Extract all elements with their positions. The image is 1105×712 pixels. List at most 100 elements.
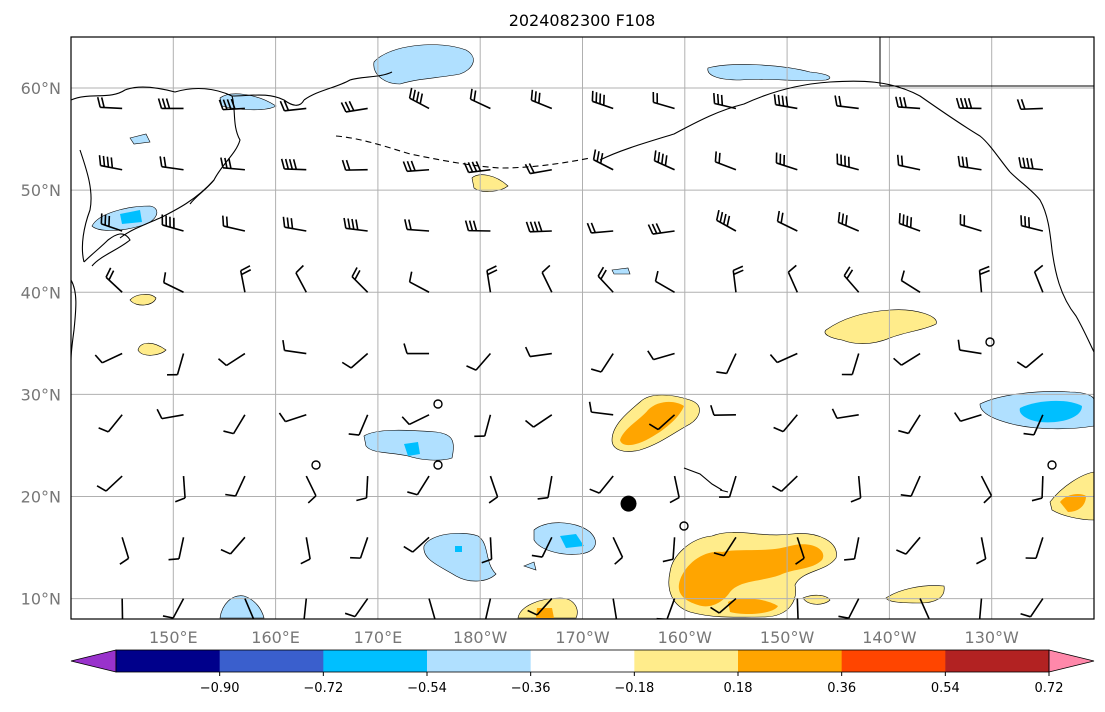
wind-barb-shaft bbox=[305, 537, 311, 560]
wind-barb-flag bbox=[716, 93, 720, 105]
wind-barb-flag bbox=[525, 221, 531, 233]
colorbar-label-8: 0.72 bbox=[1035, 681, 1064, 696]
wind-barb-shaft bbox=[853, 537, 860, 560]
wind-barb-shaft bbox=[358, 414, 369, 436]
wind-barb-flag bbox=[838, 615, 849, 619]
lat-label-0: 10°N bbox=[21, 590, 61, 609]
wind-barb-flag bbox=[217, 358, 227, 367]
wind-barb bbox=[175, 475, 186, 503]
wind-barb-flag bbox=[102, 155, 106, 167]
negative-region-alaska-coast bbox=[707, 64, 831, 81]
wind-barb-shaft bbox=[653, 352, 675, 361]
wind-barb-flag bbox=[222, 215, 225, 227]
wind-barb-flag bbox=[341, 159, 347, 171]
wind-barb-flag bbox=[341, 361, 352, 369]
wind-barb-flag bbox=[902, 214, 905, 225]
wind-barb-shaft bbox=[428, 598, 436, 619]
wind-barb-shaft bbox=[178, 537, 185, 560]
wind-barb-flag bbox=[537, 496, 549, 500]
wind-barb-shaft bbox=[905, 536, 921, 555]
lon-label-6: 150°W bbox=[760, 628, 815, 647]
coast-hawaii bbox=[683, 467, 729, 493]
wind-barb-flag bbox=[230, 98, 236, 110]
wind-barb-shaft bbox=[907, 414, 921, 434]
wind-barb-flag bbox=[471, 161, 478, 172]
wind-barb-shaft bbox=[416, 475, 430, 496]
negative-region-bering bbox=[373, 44, 474, 85]
wind-barb-flag bbox=[900, 494, 912, 497]
coast-hokkaido bbox=[83, 233, 131, 267]
wind-barb bbox=[220, 157, 245, 171]
wind-barb bbox=[408, 271, 430, 293]
lat-label-2: 30°N bbox=[21, 385, 61, 404]
wind-barb-shaft bbox=[161, 414, 184, 420]
wind-barb-shaft bbox=[354, 598, 369, 618]
negative-core-dateline-25n bbox=[404, 442, 420, 456]
wind-barb bbox=[716, 353, 737, 375]
wind-barb bbox=[898, 213, 921, 232]
wind-barb-flag bbox=[657, 151, 661, 163]
wind-barb-flag bbox=[533, 221, 539, 232]
wind-barb bbox=[893, 352, 921, 366]
wind-barb bbox=[401, 414, 430, 426]
wind-barb-flag bbox=[716, 371, 727, 375]
wind-barb bbox=[841, 353, 860, 376]
wind-barb-flag bbox=[94, 354, 103, 364]
wind-barb-flag bbox=[96, 96, 101, 108]
wind-barb-flag bbox=[344, 101, 351, 112]
wind-barb-shaft bbox=[172, 598, 185, 619]
negative-blob-small-2 bbox=[611, 267, 631, 275]
colorbar-label-1: −0.72 bbox=[303, 681, 343, 696]
wind-barb bbox=[612, 598, 618, 619]
wind-barb-flag bbox=[845, 215, 848, 226]
wind-barb-flag bbox=[979, 265, 990, 272]
wind-barb-flag bbox=[896, 154, 900, 166]
wind-barb-flag bbox=[355, 219, 359, 230]
wind-barb-flag bbox=[292, 159, 298, 170]
wind-barb bbox=[772, 475, 798, 493]
wind-barb-flag bbox=[165, 98, 171, 109]
wind-barb bbox=[280, 158, 307, 171]
wind-barb-flag bbox=[412, 89, 416, 101]
map-frame bbox=[70, 36, 1095, 620]
lon-label-3: 180°W bbox=[453, 628, 508, 647]
wind-barb-flag bbox=[468, 220, 474, 231]
wind-barb-flag bbox=[403, 545, 414, 553]
wind-barb-flag bbox=[647, 224, 654, 235]
colorbar-segment bbox=[530, 650, 635, 672]
wind-barb-shaft bbox=[1041, 476, 1044, 499]
wind-barb bbox=[647, 223, 675, 235]
wind-barb bbox=[590, 353, 614, 373]
wind-barb-shaft bbox=[234, 475, 246, 497]
wind-barb-shaft bbox=[285, 414, 307, 423]
wind-barb bbox=[713, 536, 737, 557]
wind-barb bbox=[303, 598, 308, 619]
wind-barb bbox=[713, 93, 737, 110]
wind-barb-flag bbox=[846, 269, 854, 280]
wind-barb-flag bbox=[900, 270, 905, 281]
wind-barb-flag bbox=[1016, 99, 1022, 110]
colorbar-frame bbox=[115, 649, 1050, 673]
wind-barb-flag bbox=[226, 99, 232, 110]
wind-barb-flag bbox=[220, 157, 224, 168]
wind-barb-shaft bbox=[612, 598, 618, 619]
wind-barb-flag bbox=[473, 90, 477, 101]
wind-barb-flag bbox=[896, 549, 907, 555]
wind-barb-flag bbox=[777, 94, 781, 106]
lon-label-5: 160°W bbox=[658, 628, 713, 647]
wind-barb bbox=[795, 537, 805, 565]
coast-siberia bbox=[71, 86, 305, 106]
wind-barb-flag bbox=[408, 271, 413, 283]
positive-core-ne-hawaii bbox=[620, 401, 684, 446]
wind-barb-flag bbox=[1026, 157, 1030, 169]
wind-barb bbox=[919, 598, 930, 619]
wind-barb bbox=[1033, 264, 1044, 293]
wind-barb-flag bbox=[895, 96, 899, 108]
wind-barb bbox=[223, 414, 246, 435]
wind-barb-shaft bbox=[591, 411, 614, 416]
wind-barb bbox=[403, 536, 430, 553]
wind-barb bbox=[278, 412, 307, 423]
coast-alaska bbox=[599, 80, 1011, 173]
wind-barb bbox=[486, 265, 498, 293]
wind-barb-flag bbox=[463, 162, 470, 173]
